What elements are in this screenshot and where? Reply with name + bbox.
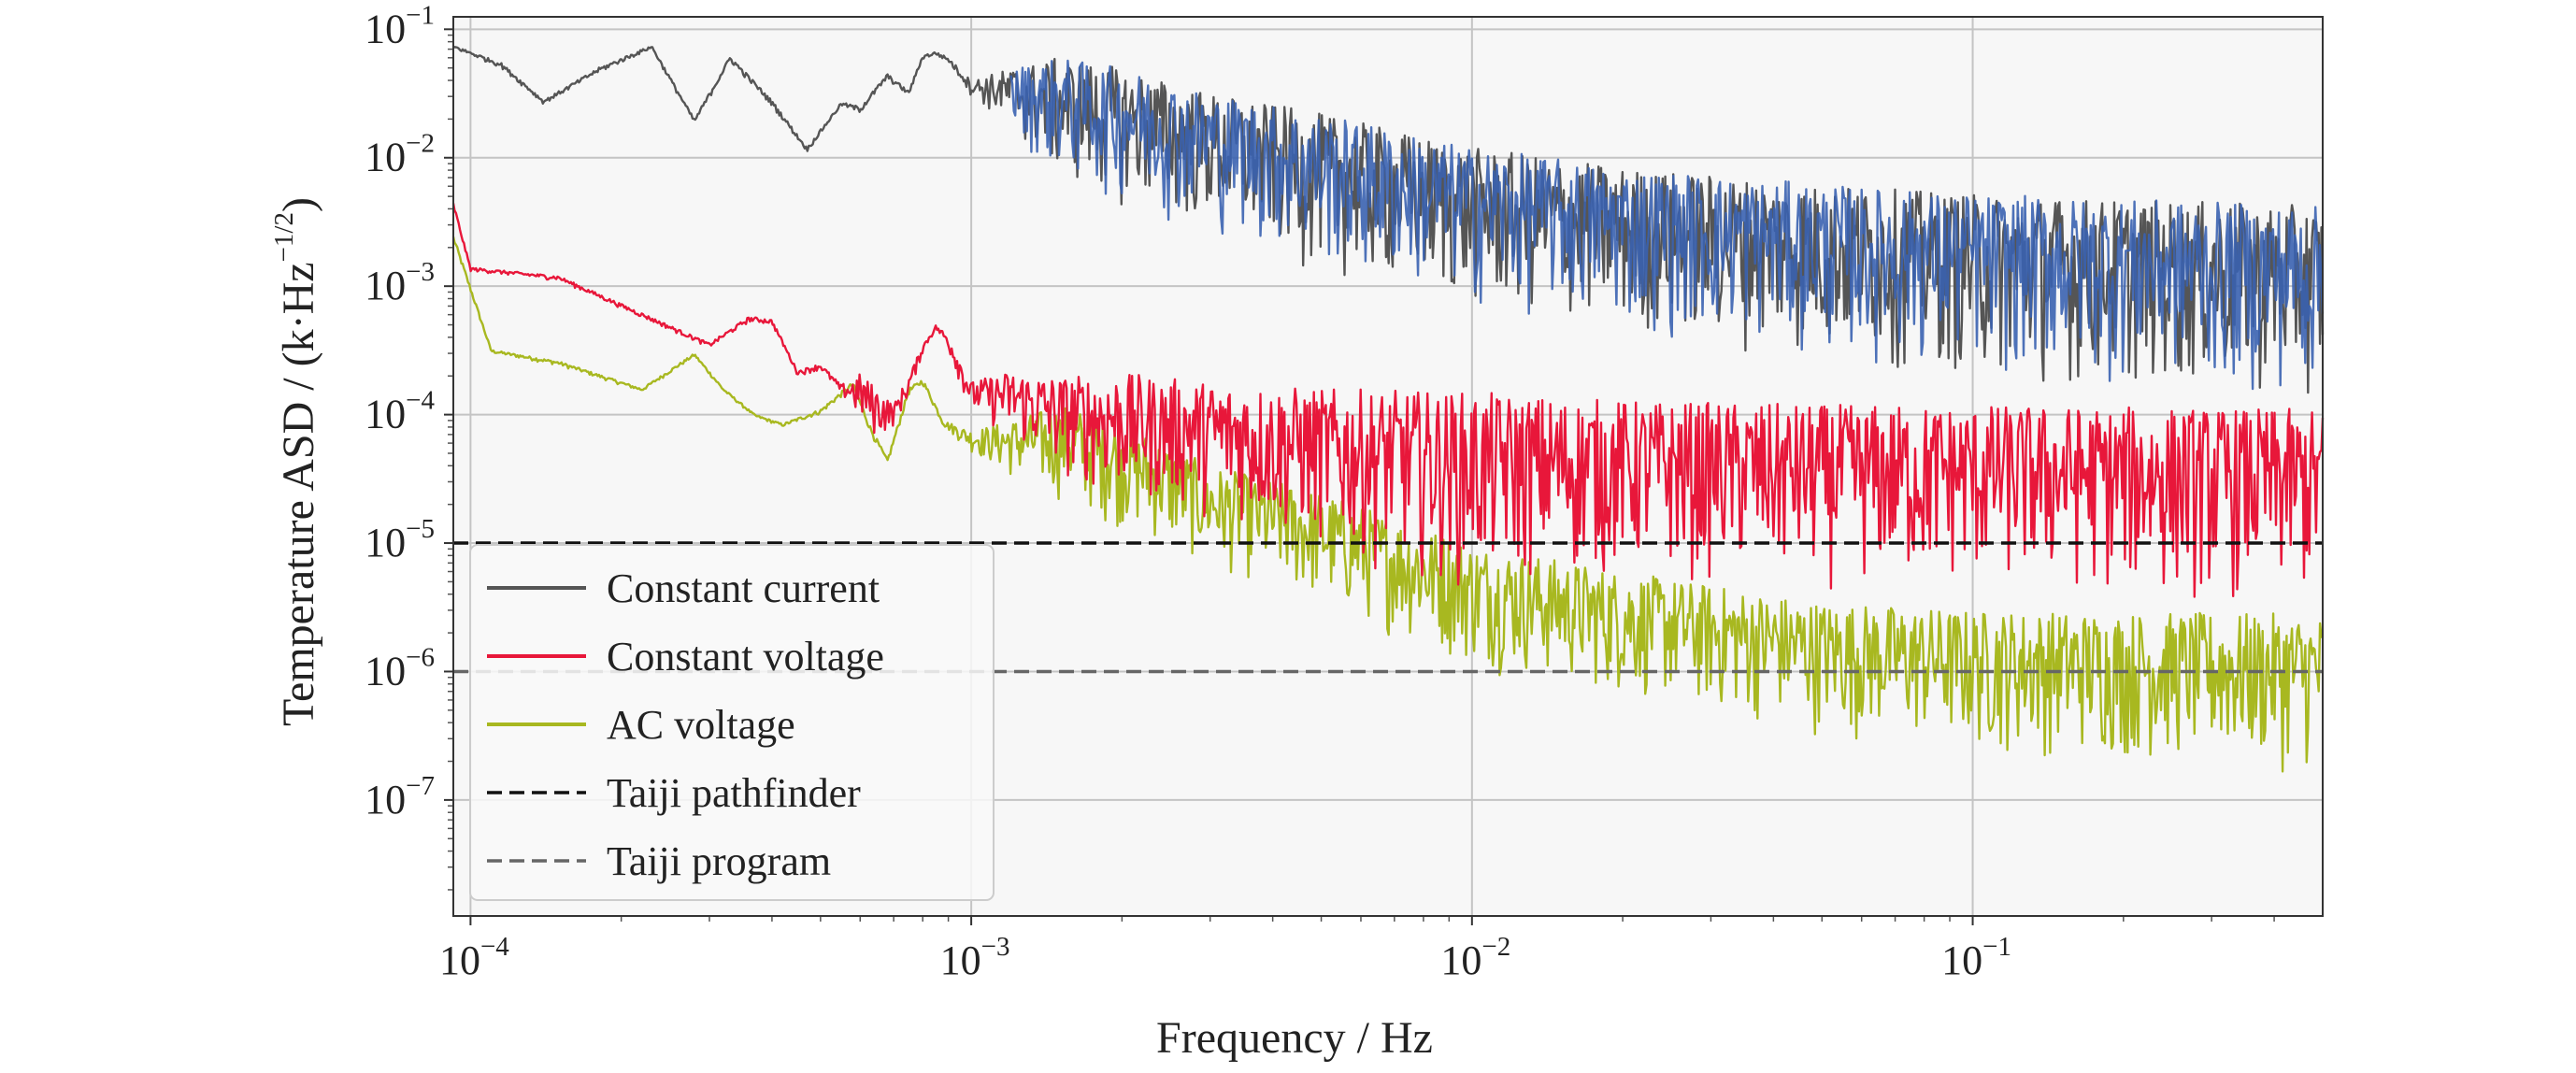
axes-frame (444, 16, 2324, 925)
legend-label: Constant current (607, 565, 880, 611)
legend-label: Taiji program (607, 838, 831, 884)
y-axis-label: Temperature ASD / (k·Hz−1/2) (269, 197, 323, 726)
series-line-ac-voltage (451, 236, 2324, 773)
tick-labels: 10−4 10−3 10−2 10−1 10−1 10−2 10−3 10−4 10−5 10−6… (365, 0, 2011, 983)
x-tick-label: 10−2 (1440, 932, 1510, 983)
legend-label: AC voltage (607, 702, 795, 748)
y-tick-label: 10−3 (365, 257, 435, 308)
x-axis-label: Frequency / Hz (1156, 1013, 1433, 1063)
y-tick-label: 10−7 (365, 771, 435, 823)
y-tick-label: 10−5 (365, 514, 435, 565)
legend-label: Constant voltage (607, 634, 884, 680)
plot-border (452, 16, 2324, 917)
legend-box (469, 544, 995, 901)
y-tick-label: 10−4 (365, 386, 435, 437)
x-tick-label: 10−3 (940, 932, 1010, 983)
series-line-constant-current-hf (1009, 59, 2325, 391)
x-tick-label: 10−4 (439, 932, 509, 983)
y-tick-label: 10−1 (365, 0, 435, 51)
data-series (451, 45, 2325, 773)
legend-label: Taiji pathfinder (607, 770, 861, 816)
x-tick-label: 10−1 (1941, 932, 2011, 983)
legend: Constant current Constant voltage AC volta… (469, 544, 995, 901)
y-tick-label: 10−2 (365, 129, 435, 180)
series-line-constant-voltage (451, 203, 2325, 598)
y-tick-label: 10−6 (365, 642, 435, 694)
reference-lines (453, 541, 2323, 674)
